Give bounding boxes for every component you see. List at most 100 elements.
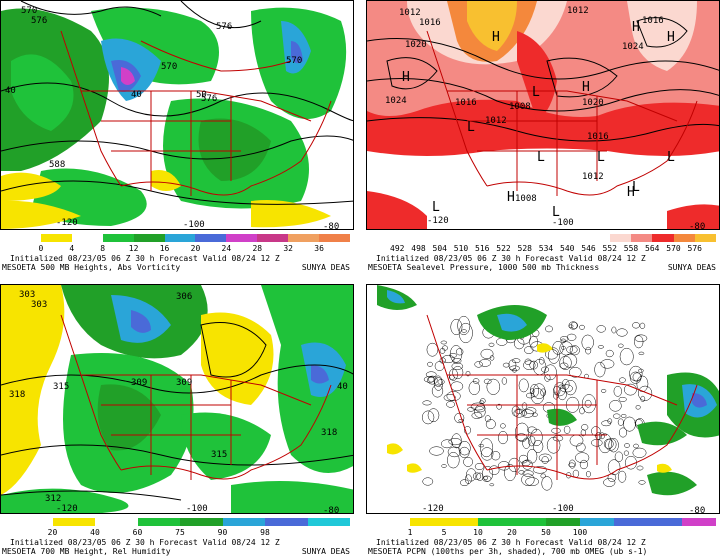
omega-contour xyxy=(501,377,508,385)
map-label: 570 xyxy=(161,62,177,72)
caption-tag: SUNYA DEAS xyxy=(301,547,350,556)
pressure-center-low: L xyxy=(467,120,475,135)
map-500mb-vorticity: 570 576 570 576 576 570 40 588 -120 -100… xyxy=(0,0,354,230)
map-label: 315 xyxy=(211,450,227,460)
map-label: 40 xyxy=(131,90,142,100)
map-label: 309 xyxy=(131,378,147,388)
omega-contour xyxy=(460,479,469,487)
caption-desc-text: MESOETA 500 MB Heights, Abs Vorticity xyxy=(2,263,181,272)
omega-contour xyxy=(458,322,473,344)
caption-desc: MESOETA 700 MB Height, Rel Humidity SUNY… xyxy=(0,547,354,556)
omega-contour xyxy=(428,376,435,383)
omega-contour xyxy=(559,362,569,369)
pressure-center-low: L xyxy=(552,205,560,220)
omega-contour xyxy=(441,439,453,449)
omega-contour xyxy=(426,342,439,357)
colorbar-tick-label: 516 xyxy=(475,244,490,253)
colorbar-swatch xyxy=(410,518,444,526)
map-label: 318 xyxy=(321,428,337,438)
omega-contour xyxy=(600,359,615,369)
omega-contour xyxy=(483,378,492,385)
omega-contour xyxy=(421,410,435,425)
omega-contour xyxy=(566,333,577,341)
omega-contour xyxy=(491,451,501,461)
colorbar-swatch xyxy=(682,518,716,526)
map-label: 303 xyxy=(19,290,35,300)
omega-contour xyxy=(632,322,640,329)
omega-contour xyxy=(559,384,573,393)
colorbar-swatch xyxy=(397,234,419,242)
omega-contour xyxy=(560,338,566,344)
colorbar-swatch xyxy=(546,518,580,526)
colorbar-swatch xyxy=(439,234,461,242)
omega-contour xyxy=(480,447,494,461)
map-label: -100 xyxy=(186,504,208,514)
panel-700mb-humidity: 303 306 303 309 315 318 312 315 318 309 … xyxy=(0,284,354,556)
pressure-center-high: H xyxy=(582,80,590,95)
omega-contour xyxy=(638,368,644,373)
omega-contour xyxy=(427,408,440,423)
omega-contour xyxy=(488,465,500,475)
omega-contour xyxy=(446,401,455,408)
map-label: 1020 xyxy=(405,40,427,50)
panel-slp-thickness: 1012 1016 1020 1024 1012 1016 1020 1024 … xyxy=(366,0,720,272)
map-label: 570 xyxy=(21,6,37,16)
colorbar-swatch xyxy=(257,234,289,242)
omega-contour xyxy=(474,361,483,368)
map-label: 1016 xyxy=(419,18,441,28)
colorbar-ticks: 0 4 8 12 16 20 24 28 32 36 xyxy=(10,244,350,254)
omega-contour xyxy=(581,334,594,351)
omega-contour xyxy=(431,384,444,398)
omega-contour xyxy=(639,322,646,329)
omega-contour xyxy=(489,483,495,487)
colorbar-tick-label: 1 xyxy=(407,528,413,537)
colorbar-swatch xyxy=(648,518,682,526)
omega-contour xyxy=(527,426,537,434)
omega-contour xyxy=(598,433,612,454)
omega-contour xyxy=(596,325,606,333)
omega-contour xyxy=(447,452,460,469)
colorbar-swatch xyxy=(546,234,568,242)
omega-contour xyxy=(551,427,561,434)
colorbar-swatch xyxy=(40,234,72,242)
omega-contour xyxy=(579,324,585,330)
omega-contour xyxy=(607,418,613,424)
omega-contour xyxy=(617,470,627,483)
omega-contour xyxy=(544,374,551,382)
omega-contour xyxy=(624,443,630,448)
colorbar-tick-label: 498 xyxy=(411,244,426,253)
omega-contour xyxy=(479,400,485,405)
map-label: 1012 xyxy=(582,172,604,182)
omega-contour xyxy=(483,476,488,480)
omega-contour xyxy=(449,353,457,358)
map-label: -80 xyxy=(323,506,339,514)
omega-contour xyxy=(457,315,471,336)
colorbar-tick-label: 32 xyxy=(283,244,293,253)
colorbar-swatch xyxy=(444,518,478,526)
omega-contour xyxy=(617,418,624,426)
colorbar-tick-label: 576 xyxy=(687,244,702,253)
colorbar-swatch xyxy=(10,234,41,242)
omega-contour xyxy=(616,328,628,337)
omega-contour xyxy=(540,473,546,479)
omega-contour xyxy=(465,370,471,377)
omega-contour xyxy=(526,448,538,464)
omega-contour xyxy=(480,348,494,359)
omega-contour xyxy=(635,405,641,410)
omega-contour xyxy=(541,476,553,491)
map-label: -100 xyxy=(552,218,574,228)
map-label: -100 xyxy=(183,220,205,230)
caption-tag: SUNYA DEAS xyxy=(301,263,350,272)
colorbar-tick-label: 36 xyxy=(314,244,324,253)
map-700mb-humidity: 303 306 303 309 315 318 312 315 318 309 … xyxy=(0,284,354,514)
omega-contour xyxy=(525,407,537,415)
omega-contour xyxy=(541,456,549,464)
colorbar-swatch xyxy=(631,234,653,242)
omega-contour xyxy=(599,432,605,440)
colorbar-tick-label: 564 xyxy=(645,244,660,253)
omega-contour xyxy=(576,442,586,453)
colorbar-swatch xyxy=(512,518,546,526)
omega-contour xyxy=(618,343,624,348)
omega-contour xyxy=(532,466,548,474)
colorbar-swatch xyxy=(694,234,716,242)
